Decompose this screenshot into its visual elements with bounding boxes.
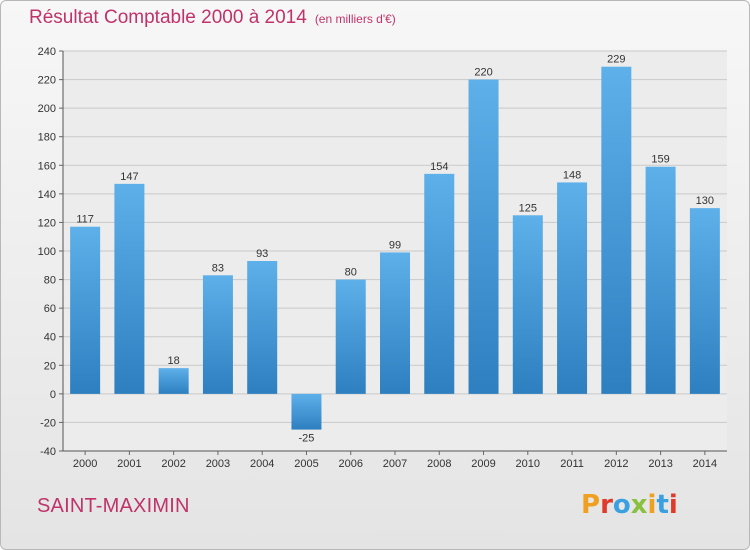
y-tick-label: 100 <box>38 246 56 258</box>
y-tick-label: 80 <box>44 275 56 287</box>
bar <box>335 279 366 394</box>
y-tick-label: -40 <box>40 446 56 458</box>
y-tick-label: 0 <box>50 389 56 401</box>
y-tick-label: 220 <box>38 75 56 87</box>
data-label: 220 <box>474 67 492 79</box>
x-tick-label: 2004 <box>250 458 274 470</box>
bar <box>557 182 588 394</box>
commune-name: SAINT-MAXIMIN <box>37 495 190 517</box>
bar <box>645 166 676 394</box>
data-label: 147 <box>120 171 138 183</box>
logo-letter: t <box>656 490 669 520</box>
x-tick-label: 2010 <box>516 458 540 470</box>
data-label: 154 <box>430 161 448 173</box>
bar <box>70 226 101 394</box>
y-tick-label: 40 <box>44 332 56 344</box>
y-tick-label: 180 <box>38 132 56 144</box>
y-tick-label: 20 <box>44 360 56 372</box>
bar <box>689 208 720 394</box>
y-tick-label: 160 <box>38 160 56 172</box>
x-tick-label: 2000 <box>73 458 97 470</box>
x-tick-label: 2009 <box>471 458 495 470</box>
plot-area: -40 -20 0 20 40 60 80 100 120 140 160 180 200 220 240 1… <box>38 46 727 470</box>
y-tick-label: -20 <box>40 417 56 429</box>
bar <box>512 215 543 394</box>
data-label: 83 <box>212 262 224 274</box>
data-label: 93 <box>256 248 268 260</box>
logo-letter: i <box>647 490 657 520</box>
data-label: -25 <box>299 433 315 445</box>
y-tick-label: 120 <box>38 217 56 229</box>
bar <box>468 79 499 394</box>
data-label: 99 <box>389 239 401 251</box>
bar <box>424 173 455 394</box>
data-label: 159 <box>651 154 669 166</box>
x-tick-label: 2003 <box>206 458 230 470</box>
bar <box>291 393 322 430</box>
y-tick-label: 140 <box>38 189 56 201</box>
logo-letter: x <box>630 490 648 520</box>
chart-subtitle: (en milliers d'€) <box>314 12 396 26</box>
logo-letter: o <box>612 490 631 520</box>
bar <box>202 275 233 394</box>
data-label: 117 <box>76 214 94 226</box>
logo-letter: P <box>581 490 601 520</box>
x-tick-label: 2002 <box>161 458 185 470</box>
logo-letter: i <box>668 490 678 520</box>
data-label: 18 <box>168 355 180 367</box>
y-tick-label: 60 <box>44 303 56 315</box>
data-label: 148 <box>563 169 581 181</box>
y-tick-label: 240 <box>38 46 56 58</box>
bar <box>158 368 189 394</box>
x-tick-label: 2014 <box>693 458 717 470</box>
bar <box>247 261 278 394</box>
x-tick-label: 2012 <box>604 458 628 470</box>
x-tick-label: 2001 <box>117 458 141 470</box>
x-tick-label: 2011 <box>560 458 584 470</box>
x-tick-label: 2007 <box>383 458 407 470</box>
chart-title-text: Résultat Comptable 2000 à 2014 <box>29 7 307 28</box>
x-tick-label: 2005 <box>294 458 318 470</box>
x-tick-label: 2013 <box>648 458 672 470</box>
bar-chart: -40 -20 0 20 40 60 80 100 120 140 160 180 200 220 240 1… <box>38 46 727 470</box>
proxiti-logo: Proxiti <box>581 490 678 520</box>
data-label: 125 <box>519 202 537 214</box>
data-label: 80 <box>345 267 357 279</box>
chart-title: Résultat Comptable 2000 à 2014 (en millie… <box>29 7 396 29</box>
x-tick-label: 2006 <box>338 458 362 470</box>
bar <box>380 252 410 394</box>
logo-letter: r <box>600 490 613 520</box>
x-tick-label: 2008 <box>427 458 451 470</box>
bar <box>114 183 145 394</box>
bar <box>601 66 632 394</box>
data-label: 229 <box>607 54 625 66</box>
y-tick-label: 200 <box>38 103 56 115</box>
data-label: 130 <box>696 195 714 207</box>
